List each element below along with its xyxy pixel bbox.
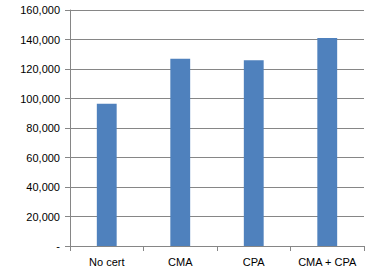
- svg-text:80,000: 80,000: [26, 122, 60, 134]
- svg-text:CPA: CPA: [243, 256, 265, 268]
- svg-text:160,000: 160,000: [20, 4, 60, 16]
- svg-text:CMA: CMA: [168, 256, 193, 268]
- svg-text:100,000: 100,000: [20, 93, 60, 105]
- svg-text:CMA + CPA: CMA + CPA: [298, 256, 357, 268]
- svg-text:No cert: No cert: [89, 256, 124, 268]
- svg-text:-: -: [56, 240, 60, 252]
- svg-text:20,000: 20,000: [26, 211, 60, 223]
- svg-text:120,000: 120,000: [20, 63, 60, 75]
- svg-text:40,000: 40,000: [26, 181, 60, 193]
- svg-text:140,000: 140,000: [20, 34, 60, 46]
- svg-text:60,000: 60,000: [26, 152, 60, 164]
